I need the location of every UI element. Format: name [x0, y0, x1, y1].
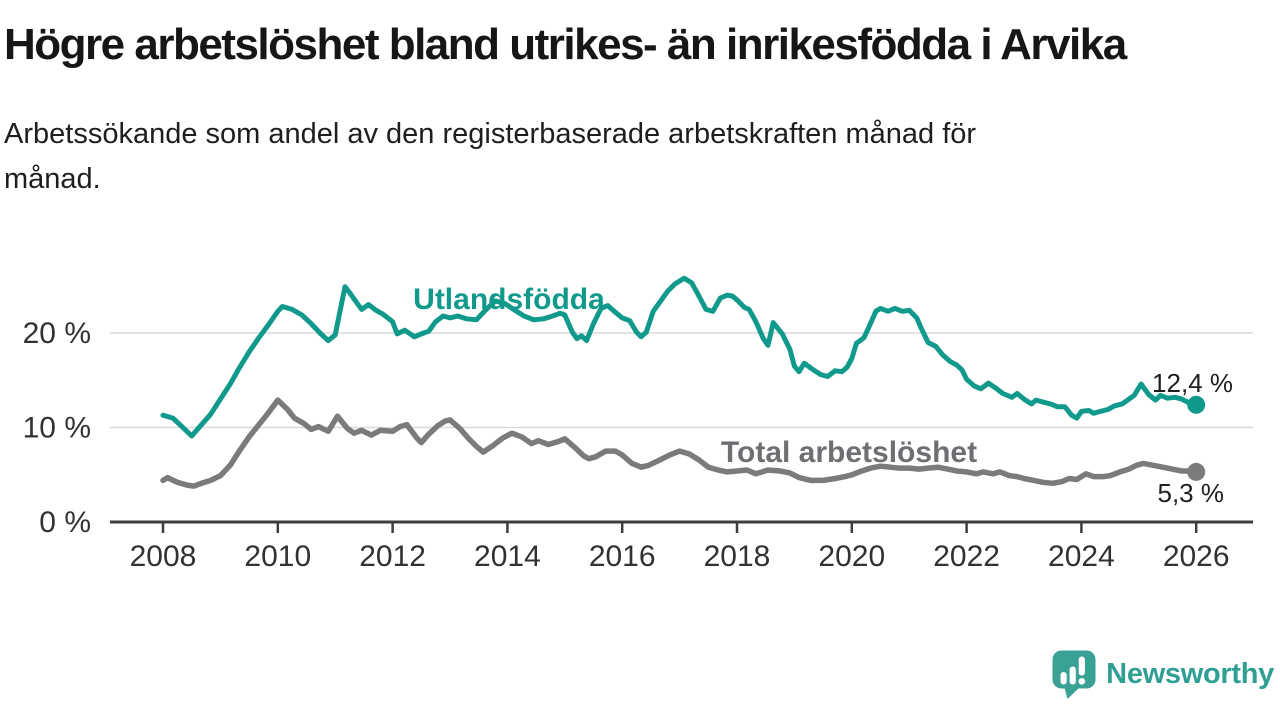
x-tick-label-2008: 2008 [130, 540, 197, 573]
x-tick-label-2010: 2010 [244, 540, 311, 573]
end-value-labels: 12,4 % 5,3 % [1152, 368, 1233, 508]
x-axis: 2008 2010 2012 2014 2016 2018 2020 2022 2024 2026 [110, 520, 1253, 573]
newsworthy-speech-bubble-chart-icon [1051, 649, 1097, 699]
y-tick-label-0: 0 % [39, 506, 91, 539]
series-lines [160, 275, 1199, 489]
x-tick-label-2018: 2018 [704, 540, 771, 573]
y-axis-labels: 0 % 10 % 20 % [23, 317, 91, 539]
x-tick-label-2012: 2012 [359, 540, 426, 573]
series-end-dots [1187, 395, 1206, 481]
subtitle-line-1: Arbetssökande som andel av den registerb… [4, 118, 977, 150]
page-title: Högre arbetslöshet bland utrikes- än inr… [4, 20, 1127, 69]
x-tick-label-2026: 2026 [1163, 540, 1230, 573]
x-tick-label-2020: 2020 [818, 540, 885, 573]
y-tick-label-10: 10 % [23, 412, 91, 445]
series-labels: Utlandsfödda Total arbetslöshet [413, 283, 977, 469]
utlandsfodda-end-dot [1187, 395, 1206, 414]
x-tick-label-2014: 2014 [474, 540, 541, 573]
total-series-label: Total arbetslöshet [721, 436, 977, 469]
total-end-value: 5,3 % [1158, 478, 1225, 508]
x-tick-label-2022: 2022 [933, 540, 1000, 573]
x-tick-label-2016: 2016 [589, 540, 656, 573]
utlandsfodda-series-label: Utlandsfödda [413, 283, 605, 316]
x-tick-label-2024: 2024 [1048, 540, 1115, 573]
chart-subtitle: Arbetssökande som andel av den registerb… [4, 112, 1184, 202]
total-end-dot [1187, 462, 1206, 481]
subtitle-line-2: månad. [4, 162, 101, 195]
utlandsfodda-end-value: 12,4 % [1152, 368, 1233, 398]
y-tick-label-20: 20 % [23, 317, 91, 350]
total-arbetsloshet-line [160, 397, 1199, 489]
gridlines [110, 332, 1253, 429]
utlandsfodda-line [160, 275, 1199, 439]
newsworthy-logo-text: Newsworthy [1106, 657, 1274, 690]
newsworthy-logo: Newsworthy [1051, 649, 1274, 699]
